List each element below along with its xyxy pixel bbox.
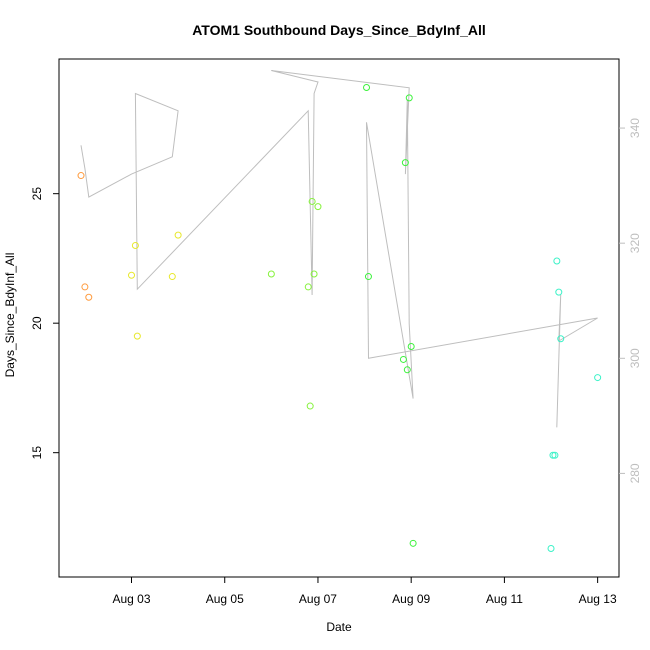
scatter-point bbox=[310, 270, 318, 278]
scatter-point bbox=[304, 283, 312, 291]
y-axis-label: Days_Since_BdyInf_All bbox=[3, 253, 17, 378]
scatter-point bbox=[131, 241, 139, 249]
y2-tick-label: 300 bbox=[628, 348, 642, 368]
x-axis-label: Date bbox=[326, 620, 352, 634]
plot-frame bbox=[58, 58, 620, 578]
scatter-point bbox=[168, 273, 176, 281]
scatter-point bbox=[594, 374, 602, 382]
scatter-point bbox=[267, 270, 275, 278]
y-tick-label: 15 bbox=[30, 446, 44, 460]
scatter-point bbox=[399, 355, 407, 363]
scatter-point bbox=[308, 197, 316, 205]
scatter-point bbox=[557, 335, 565, 343]
line-series-path bbox=[80, 70, 598, 428]
scatter-point bbox=[553, 257, 561, 265]
scatter-point bbox=[547, 545, 555, 553]
scatter-point bbox=[133, 332, 141, 340]
x-tick-label: Aug 13 bbox=[579, 592, 617, 606]
scatter-point bbox=[363, 83, 371, 91]
y-axis: 15 20 25 bbox=[30, 187, 59, 460]
scatter-point bbox=[407, 342, 415, 350]
y2-tick-label: 320 bbox=[628, 233, 642, 253]
scatter-point bbox=[403, 366, 411, 374]
scatter-point bbox=[405, 94, 413, 102]
scatter-point bbox=[77, 172, 85, 180]
scatter-point bbox=[551, 451, 559, 459]
scatter-point bbox=[549, 451, 557, 459]
scatter-point bbox=[555, 288, 563, 296]
y-tick-label: 20 bbox=[30, 316, 44, 330]
scatter-point bbox=[401, 159, 409, 167]
scatter-point bbox=[314, 203, 322, 211]
line-series bbox=[80, 70, 598, 428]
y2-tick-label: 280 bbox=[628, 463, 642, 483]
x-tick-label: Aug 07 bbox=[299, 592, 337, 606]
y-tick-label: 25 bbox=[30, 187, 44, 201]
scatter-point bbox=[128, 271, 136, 279]
scatter-point bbox=[409, 539, 417, 547]
y2-tick-label: 340 bbox=[628, 118, 642, 138]
y2-axis: 280 300 320 340 bbox=[619, 118, 642, 483]
scatter-point bbox=[174, 231, 182, 239]
x-tick-label: Aug 03 bbox=[112, 592, 150, 606]
chart-title: ATOM1 Southbound Days_Since_BdyInf_All bbox=[192, 22, 486, 38]
scatter-point bbox=[85, 293, 93, 301]
scatter-points bbox=[77, 83, 602, 553]
x-axis: Aug 03 Aug 05 Aug 07 Aug 09 Aug 11 Aug 13 bbox=[112, 577, 617, 606]
x-tick-label: Aug 09 bbox=[392, 592, 430, 606]
scatter-point bbox=[306, 402, 314, 410]
x-tick-label: Aug 05 bbox=[206, 592, 244, 606]
scatter-point bbox=[81, 283, 89, 291]
scatter-point bbox=[364, 273, 372, 281]
x-tick-label: Aug 11 bbox=[486, 592, 523, 606]
